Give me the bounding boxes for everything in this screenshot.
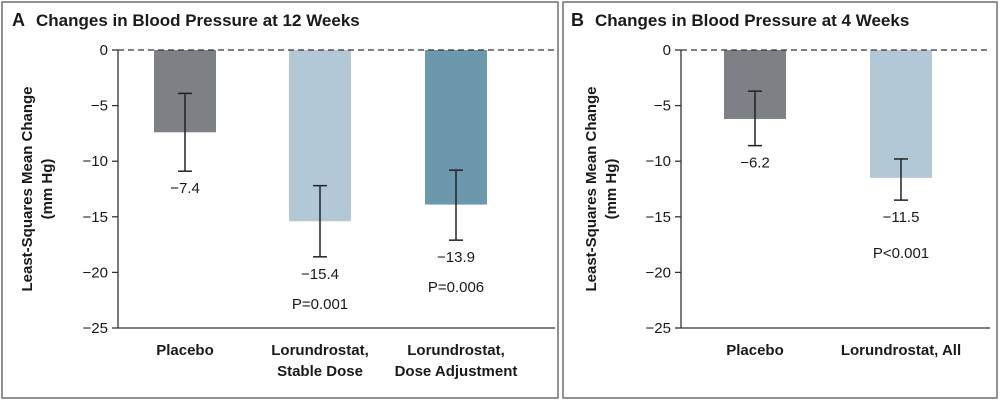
panel-title: Changes in Blood Pressure at 12 Weeks [36, 11, 360, 30]
y-tick-label: −15 [83, 209, 108, 226]
y-tick-label: −5 [91, 98, 108, 115]
value-label: −15.4 [301, 266, 339, 283]
category-label: Lorundrostat, [271, 342, 369, 359]
panel-b: B Changes in Blood Pressure at 4 Weeks Lea… [562, 1, 998, 399]
category-label: Lorundrostat, All [841, 342, 961, 359]
panel-frame [562, 1, 998, 399]
value-label: −11.5 [883, 209, 920, 226]
y-tick-label: 0 [663, 42, 671, 59]
y-tick-label: −15 [646, 209, 671, 226]
panel-letter: A [12, 10, 25, 30]
y-tick-label: 0 [100, 42, 108, 59]
y-tick-label: −20 [83, 264, 108, 281]
y-tick-label: −5 [654, 98, 671, 115]
category-label: Stable Dose [277, 363, 363, 380]
panel-title: Changes in Blood Pressure at 4 Weeks [595, 11, 909, 30]
value-label: −6.2 [740, 155, 770, 172]
panel-a: A Changes in Blood Pressure at 12 Weeks Le… [1, 1, 559, 399]
y-tick-label: −20 [646, 264, 671, 281]
value-label: −7.4 [170, 180, 200, 197]
panel-letter: B [571, 10, 584, 30]
value-label: −13.9 [437, 249, 475, 266]
category-label: Dose Adjustment [395, 363, 518, 380]
p-value: P=0.001 [292, 296, 348, 313]
y-axis-label: Least-Squares Mean Change [583, 86, 600, 291]
y-axis-label: Least-Squares Mean Change [19, 86, 36, 291]
y-tick-label: −25 [646, 320, 671, 337]
p-value: P=0.006 [428, 279, 484, 296]
category-label: Placebo [726, 342, 784, 359]
y-axis-label: (mm Hg) [39, 159, 56, 220]
category-label: Lorundrostat, [407, 342, 505, 359]
y-axis-label: (mm Hg) [603, 159, 620, 220]
y-tick-label: −10 [646, 153, 671, 170]
p-value: P<0.001 [873, 245, 929, 262]
category-label: Placebo [156, 342, 214, 359]
panel-frame [1, 1, 559, 399]
bar [870, 50, 932, 178]
y-tick-label: −25 [83, 320, 108, 337]
y-tick-label: −10 [83, 153, 108, 170]
